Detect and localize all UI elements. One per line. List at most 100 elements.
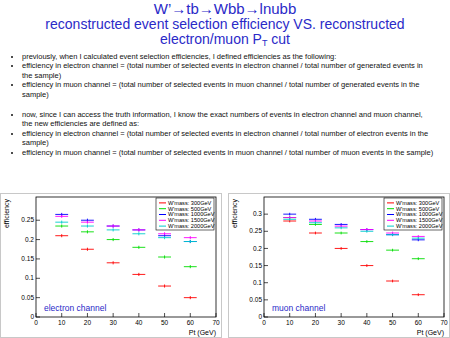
- x-tick-label: 20: [84, 319, 92, 326]
- legend-swatch: [387, 214, 394, 215]
- point-y-error: [113, 224, 114, 227]
- point-y-error: [366, 264, 367, 267]
- x-tick: [418, 313, 419, 317]
- legend-swatch: [387, 202, 394, 203]
- x-tick: [444, 313, 445, 317]
- point-x-error: [412, 258, 425, 259]
- point-x-error: [335, 227, 348, 228]
- y-tick: [36, 258, 40, 259]
- annotation: muon channel: [272, 303, 326, 313]
- y-tick-label: 0.25: [249, 227, 262, 234]
- x-tick: [36, 313, 37, 317]
- point-x-error: [335, 248, 348, 249]
- point-y-error: [190, 236, 191, 239]
- x-tick-label: 30: [110, 319, 118, 326]
- bullet: efficiency in electron channel = (total …: [22, 61, 435, 80]
- x-tick-label: 40: [363, 319, 371, 326]
- x-tick-label: 50: [389, 319, 397, 326]
- y-tick-label: 0.05: [249, 296, 262, 303]
- y-tick: [264, 282, 268, 283]
- point-y-error: [138, 228, 139, 231]
- point-y-error: [61, 215, 62, 218]
- x-tick: [366, 313, 367, 317]
- bullet: now, since I can access the truth inform…: [22, 110, 435, 129]
- point-y-error: [392, 249, 393, 252]
- plot-frame: [264, 197, 444, 317]
- subtitle: reconstructed event selection efficiency…: [45, 16, 404, 47]
- bullet-list: previously, when I calculated event sele…: [0, 52, 435, 157]
- point-y-error: [366, 230, 367, 233]
- legend-swatch: [159, 220, 166, 221]
- bullet: previously, when I calculated event sele…: [22, 52, 435, 61]
- x-tick: [341, 313, 342, 317]
- x-tick-label: 50: [161, 319, 169, 326]
- point-y-error: [418, 237, 419, 240]
- slide-title: W’→tb→Wbb→lnubbreconstructed event selec…: [5, 1, 445, 47]
- y-tick: [264, 248, 268, 249]
- legend: W'mass: 300GeVW'mass: 500GeVW'mass: 1000…: [384, 198, 443, 230]
- chart-border: [229, 194, 450, 338]
- chart-border: [1, 194, 222, 338]
- x-tick-label: 30: [338, 319, 346, 326]
- annotation: electron channel: [44, 303, 106, 313]
- y-tick-label: 0.15: [21, 255, 34, 262]
- bullet: efficiency in electron channel = (total …: [22, 129, 435, 148]
- point-y-error: [61, 221, 62, 224]
- point-y-error: [87, 230, 88, 233]
- point-y-error: [315, 221, 316, 224]
- x-axis-label: Pt (GeV): [417, 329, 444, 337]
- point-y-error: [418, 257, 419, 260]
- y-tick-label: 0.1: [253, 279, 262, 286]
- point-x-error: [283, 214, 296, 215]
- y-axis-label: efficiency: [3, 199, 11, 229]
- y-tick-label: 0.1: [25, 274, 34, 281]
- point-y-error: [113, 238, 114, 241]
- y-axis-label: efficiency: [231, 199, 239, 229]
- point-y-error: [113, 228, 114, 231]
- x-tick: [61, 313, 62, 317]
- y-tick: [264, 265, 268, 266]
- point-x-error: [386, 281, 399, 282]
- legend-swatch: [159, 214, 166, 215]
- legend: W'mass: 300GeVW'mass: 500GeVW'mass: 1000…: [156, 198, 215, 230]
- point-y-error: [113, 261, 114, 264]
- point-x-error: [309, 222, 322, 223]
- x-tick: [315, 313, 316, 317]
- x-tick-label: 0: [34, 319, 38, 326]
- point-y-error: [164, 236, 165, 239]
- point-y-error: [392, 233, 393, 236]
- point-y-error: [392, 280, 393, 283]
- bullet: efficiency in muon channel = (total numb…: [22, 148, 435, 157]
- point-y-error: [341, 226, 342, 229]
- point-y-error: [392, 233, 393, 236]
- point-x-error: [386, 234, 399, 235]
- y-tick: [36, 297, 40, 298]
- point-y-error: [164, 255, 165, 258]
- point-x-error: [335, 233, 348, 234]
- point-y-error: [138, 228, 139, 231]
- x-tick: [289, 313, 290, 317]
- point-y-error: [366, 240, 367, 243]
- point-y-error: [315, 232, 316, 235]
- point-y-error: [289, 213, 290, 216]
- legend-swatch: [159, 226, 166, 227]
- bullet: efficiency in muon channel = (total numb…: [22, 80, 435, 99]
- point-y-error: [341, 247, 342, 250]
- point-y-error: [190, 296, 191, 299]
- legend-label: W'mass: 2000GeV: [168, 223, 215, 229]
- point-y-error: [341, 232, 342, 235]
- x-tick-label: 0: [262, 319, 266, 326]
- point-y-error: [87, 248, 88, 251]
- y-tick: [264, 317, 268, 318]
- point-x-error: [360, 241, 373, 242]
- point-y-error: [138, 232, 139, 235]
- point-y-error: [61, 234, 62, 237]
- plot-frame: [36, 197, 216, 317]
- point-y-error: [87, 221, 88, 224]
- x-tick-label: 70: [440, 319, 448, 326]
- x-tick: [164, 313, 165, 317]
- point-y-error: [164, 284, 165, 287]
- point-y-error: [87, 224, 88, 227]
- x-tick: [190, 313, 191, 317]
- x-tick: [87, 313, 88, 317]
